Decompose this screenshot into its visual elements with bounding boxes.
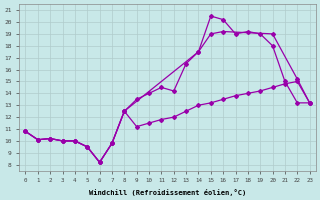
- X-axis label: Windchill (Refroidissement éolien,°C): Windchill (Refroidissement éolien,°C): [89, 189, 246, 196]
